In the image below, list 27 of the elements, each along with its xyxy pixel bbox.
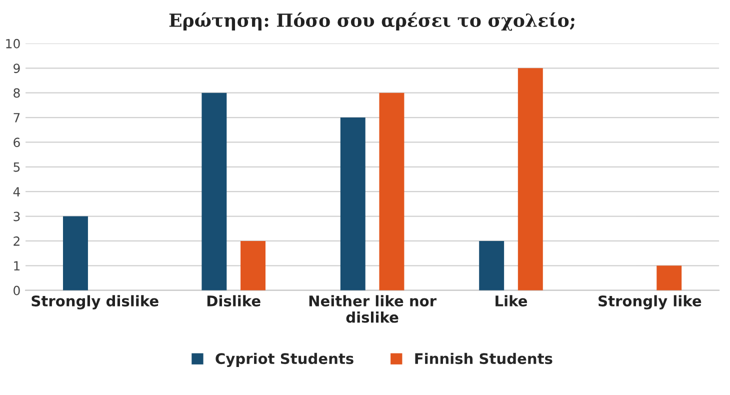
bar bbox=[202, 92, 227, 290]
x-tick-label: Like bbox=[496, 295, 528, 306]
bar bbox=[518, 68, 543, 290]
y-tick-label: 10 bbox=[6, 38, 20, 48]
bar bbox=[656, 266, 682, 290]
bar bbox=[479, 240, 504, 290]
y-tick-label: 4 bbox=[13, 187, 20, 196]
y-tick-label: 9 bbox=[14, 64, 20, 74]
y-tick-label: 7 bbox=[14, 113, 20, 122]
chart-title: Ερώτηση: Πόσο σου αρέσει το σχολείο; bbox=[169, 12, 574, 31]
y-tick-label: 2 bbox=[14, 236, 20, 246]
bar bbox=[340, 118, 366, 290]
x-tick-label: Strongly dislike bbox=[32, 295, 158, 310]
x-tick-label: Dislike bbox=[207, 295, 260, 306]
y-tick-label: 3 bbox=[14, 212, 20, 222]
bar bbox=[63, 216, 88, 290]
y-tick-label: 6 bbox=[14, 138, 20, 148]
legend-label: Cypriot Students bbox=[216, 352, 354, 368]
x-tick-label: Neither like nor dislike bbox=[309, 295, 436, 323]
x-tick-label: Strongly like bbox=[598, 295, 702, 310]
legend-label: Finnish Students bbox=[415, 352, 552, 364]
y-tick-label: 5 bbox=[14, 162, 20, 172]
bar bbox=[379, 92, 404, 290]
y-tick-label: 8 bbox=[14, 88, 20, 98]
y-tick-label: 1 bbox=[14, 261, 20, 270]
y-tick-label: 0 bbox=[14, 286, 20, 296]
bar bbox=[240, 240, 266, 290]
